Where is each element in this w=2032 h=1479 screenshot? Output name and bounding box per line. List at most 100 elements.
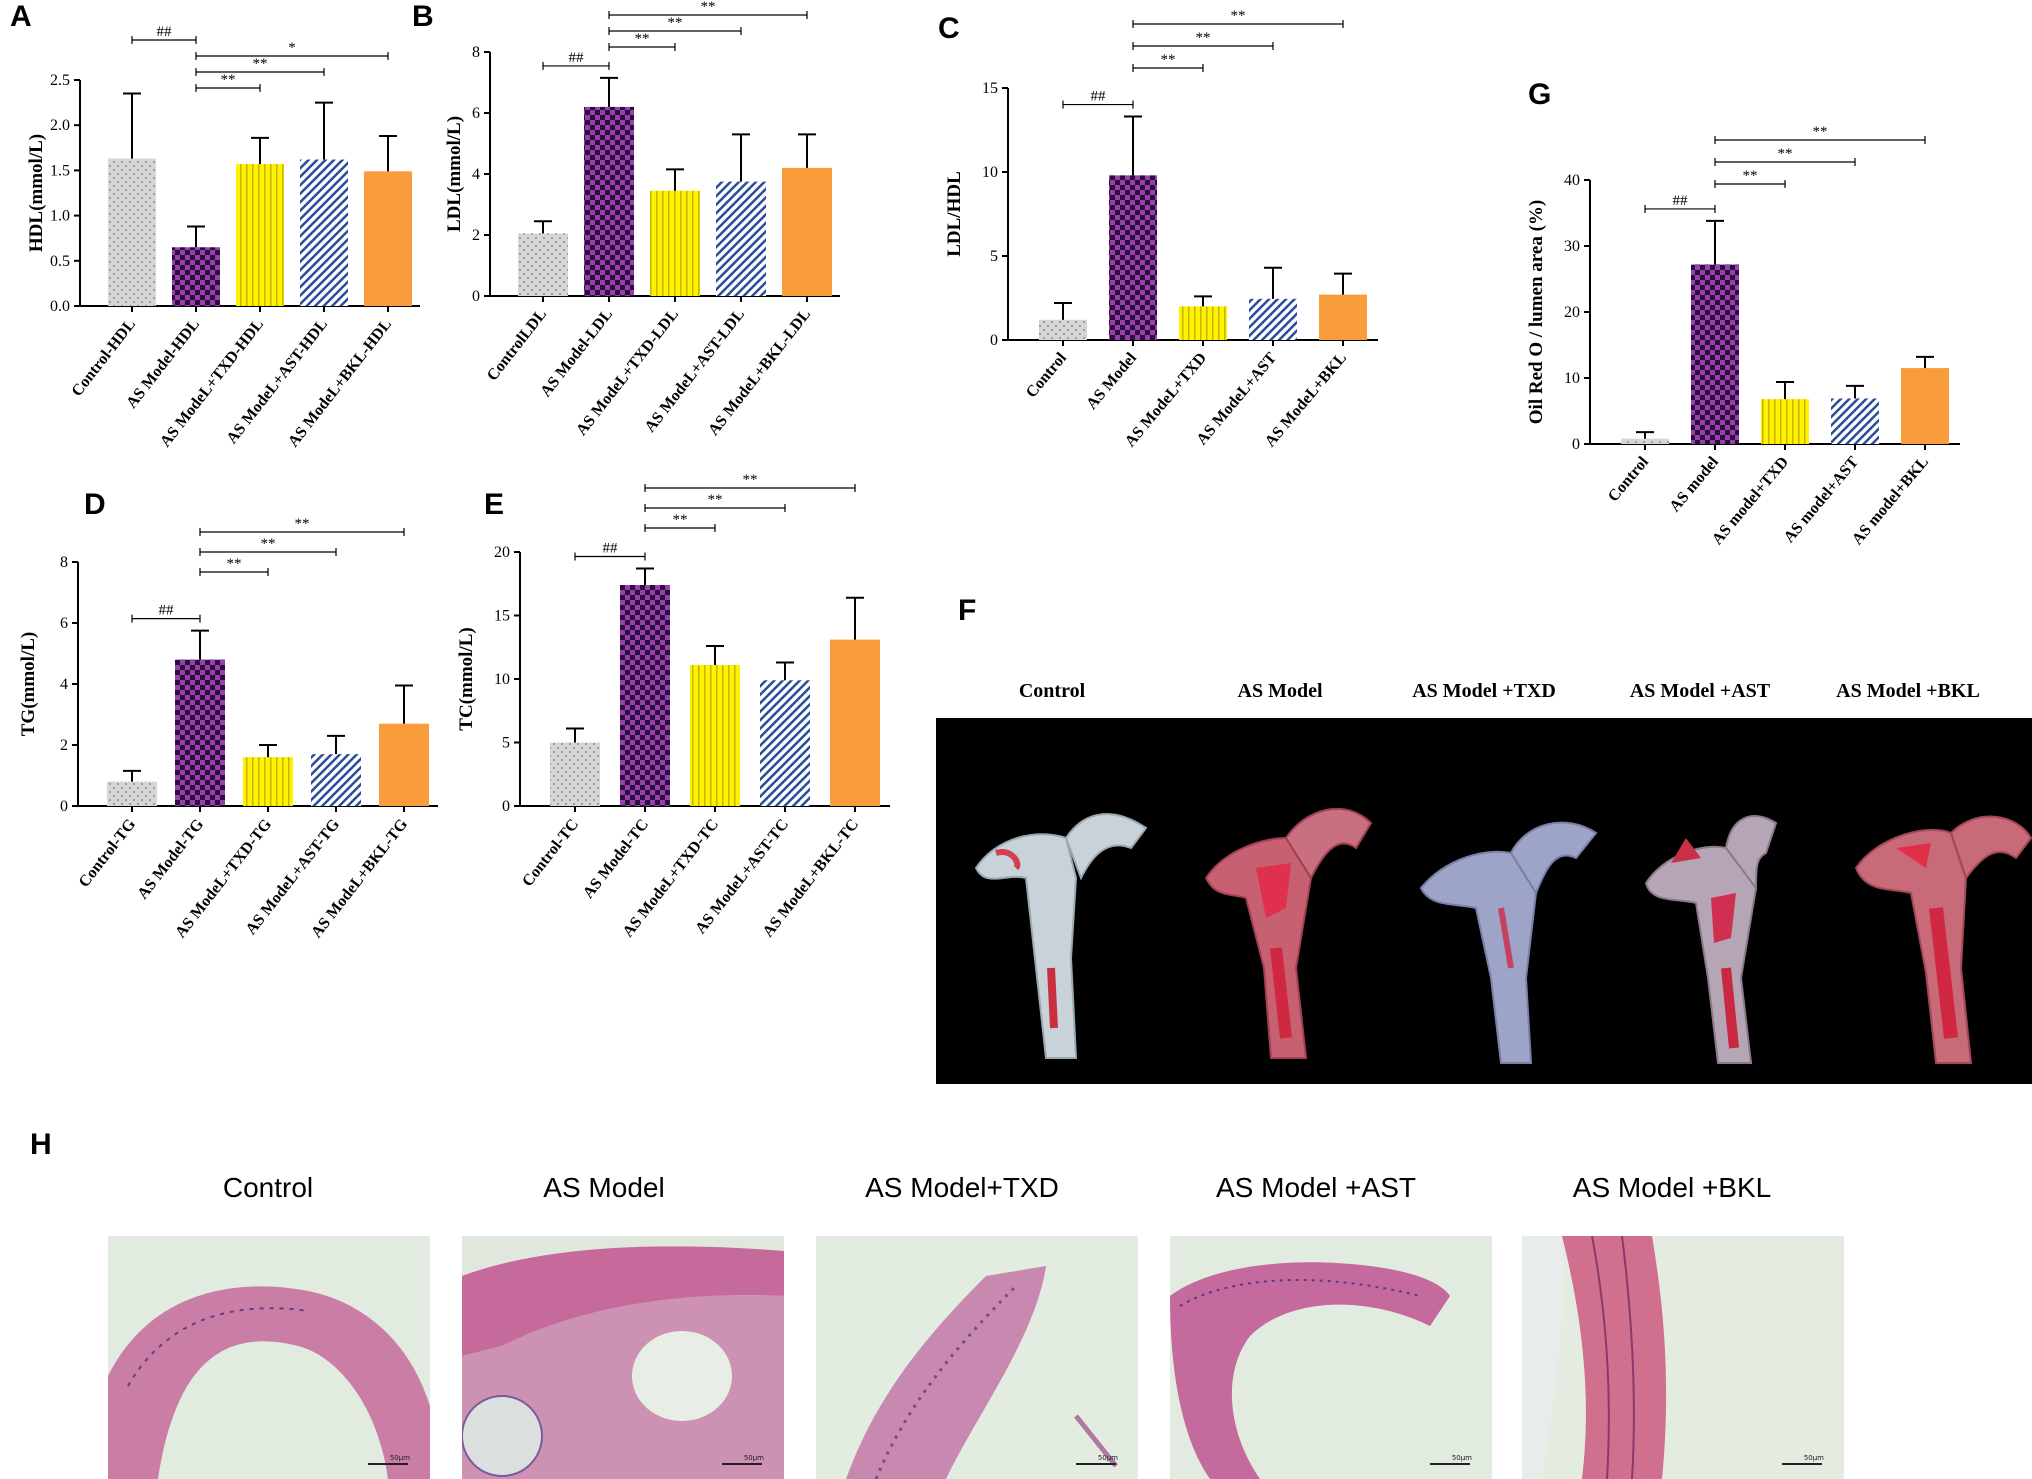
bar-as-model-ldl <box>584 106 634 297</box>
y-tick-label: 2.5 <box>50 72 70 89</box>
bar-control <box>1039 319 1087 340</box>
y-tick-label: 4 <box>472 166 480 183</box>
y-tick-label: 6 <box>60 615 68 632</box>
x-category-label: AS model <box>1666 453 1722 515</box>
significance-label: ** <box>1196 30 1211 46</box>
significance-label: ## <box>157 24 173 40</box>
y-tick-label: 6 <box>472 105 480 122</box>
significance-label: ** <box>668 15 683 31</box>
y-tick-label: 15 <box>494 608 510 625</box>
bar-as-model-bkl-tg <box>379 723 429 806</box>
significance-label: ** <box>261 536 276 552</box>
scale-bar-label: 50μm <box>743 1454 764 1462</box>
aorta-image-control <box>974 813 1148 1059</box>
panel-letter-g: G <box>1528 78 1552 111</box>
bar-control-tg <box>107 781 157 806</box>
bar-as-model <box>1109 175 1157 340</box>
bar-as-model-ast-tc <box>760 680 810 806</box>
significance-label: ## <box>603 541 619 557</box>
bar-controlldl <box>518 233 568 296</box>
bar-as-model-tg <box>175 659 225 806</box>
significance-label: ## <box>569 50 585 66</box>
bar-as-model-ast-tg <box>311 754 361 806</box>
scale-bar <box>1430 1463 1470 1465</box>
significance-label: ** <box>743 472 758 488</box>
y-axis-label: Oil Red O / lumen area (%) <box>1526 200 1547 424</box>
photo-label-txd: AS Model +TXD <box>1412 680 1556 702</box>
he-label-txd: AS Model+TXD <box>865 1172 1059 1203</box>
y-axis-label: LDL/HDL <box>944 171 965 257</box>
bar-as-model-txd <box>1179 306 1227 340</box>
he-image-txd: 50μm <box>816 1236 1138 1479</box>
significance-label: ** <box>635 31 650 47</box>
scale-bar-label: 50μm <box>389 1454 410 1462</box>
y-tick-label: 8 <box>60 554 68 571</box>
y-tick-label: 4 <box>60 676 68 693</box>
y-tick-label: 1.5 <box>50 162 70 179</box>
significance-label: * <box>288 40 296 56</box>
bar-as-model-txd-hdl <box>236 164 284 306</box>
y-tick-label: 0 <box>60 798 68 815</box>
x-category-label: AS model+BKL <box>1849 454 1932 549</box>
photo-label-ast: AS Model +AST <box>1629 680 1771 702</box>
he-label-as-model: AS Model <box>543 1172 665 1203</box>
significance-label: ** <box>708 492 723 508</box>
bar-as-model-bkl <box>1319 294 1367 340</box>
bar-as-model-bkl-tc <box>830 639 880 806</box>
bar-control-hdl <box>108 158 156 306</box>
bar-as-model-txd-tc <box>690 665 740 806</box>
y-tick-label: 8 <box>472 44 480 61</box>
significance-label: ## <box>1091 89 1107 105</box>
y-tick-label: 0 <box>1572 436 1580 453</box>
he-image-ast: 50μm <box>1170 1236 1492 1479</box>
aorta-image-ast <box>1644 815 1778 1064</box>
bar-as-model-bkl-hdl <box>364 171 412 306</box>
panel-letter-h: H <box>30 1128 52 1161</box>
x-category-label: Control-TG <box>76 816 140 891</box>
significance-label: ** <box>1813 124 1828 140</box>
x-category-label: AS model+AST <box>1781 453 1863 546</box>
he-label-control: Control <box>222 1172 314 1203</box>
y-tick-label: 1.0 <box>50 208 70 225</box>
y-tick-label: 0.5 <box>50 253 70 270</box>
bar-as-model-ast-ldl <box>716 181 766 296</box>
x-category-label: AS Model-TG <box>134 816 207 903</box>
panel-letter-e: E <box>484 488 505 521</box>
aorta-photo-strip <box>936 718 2032 1084</box>
y-axis-label: LDL(mmol/L) <box>444 116 465 232</box>
significance-label: ** <box>673 512 688 528</box>
aorta-image-bkl <box>1854 815 2032 1064</box>
x-category-label: Control-HDL <box>68 316 139 400</box>
significance-label: ** <box>295 516 310 532</box>
y-tick-label: 20 <box>1564 304 1580 321</box>
y-tick-label: 2.0 <box>50 117 70 134</box>
x-category-label: AS model+TXD <box>1709 454 1792 549</box>
y-tick-label: 10 <box>494 671 510 688</box>
panel-letter-f: F <box>958 594 977 627</box>
y-tick-label: 20 <box>494 544 510 561</box>
bar-as-model-tc <box>620 585 670 806</box>
bar-control <box>1621 438 1669 444</box>
x-category-label: AS Model-LDL <box>537 306 616 400</box>
panel-letter-d: D <box>84 488 106 521</box>
significance-label: ** <box>701 0 716 15</box>
bar-control-tc <box>550 742 600 806</box>
y-axis-label: TC(mmol/L) <box>456 627 477 730</box>
y-tick-label: 5 <box>502 735 510 752</box>
scale-bar-label: 50μm <box>1803 1454 1824 1462</box>
chart-hdl: 0.0 0.5 1.0 1.5 2.0 2.5 HDL(mmol/L) Control-HDL… <box>26 24 420 450</box>
y-tick-label: 40 <box>1564 172 1580 189</box>
bar-as-model-bkl-ldl <box>782 167 832 296</box>
significance-label: ** <box>227 556 242 572</box>
bar-as-model-txd-tg <box>243 757 293 806</box>
he-label-bkl: AS Model +BKL <box>1572 1172 1772 1203</box>
panel-letter-b: B <box>412 0 434 33</box>
he-image-as-model: 50μm <box>462 1236 784 1479</box>
y-tick-label: 10 <box>982 164 998 181</box>
photo-label-as-model: AS Model <box>1237 680 1323 702</box>
bar-as-model-bkl <box>1901 368 1949 444</box>
